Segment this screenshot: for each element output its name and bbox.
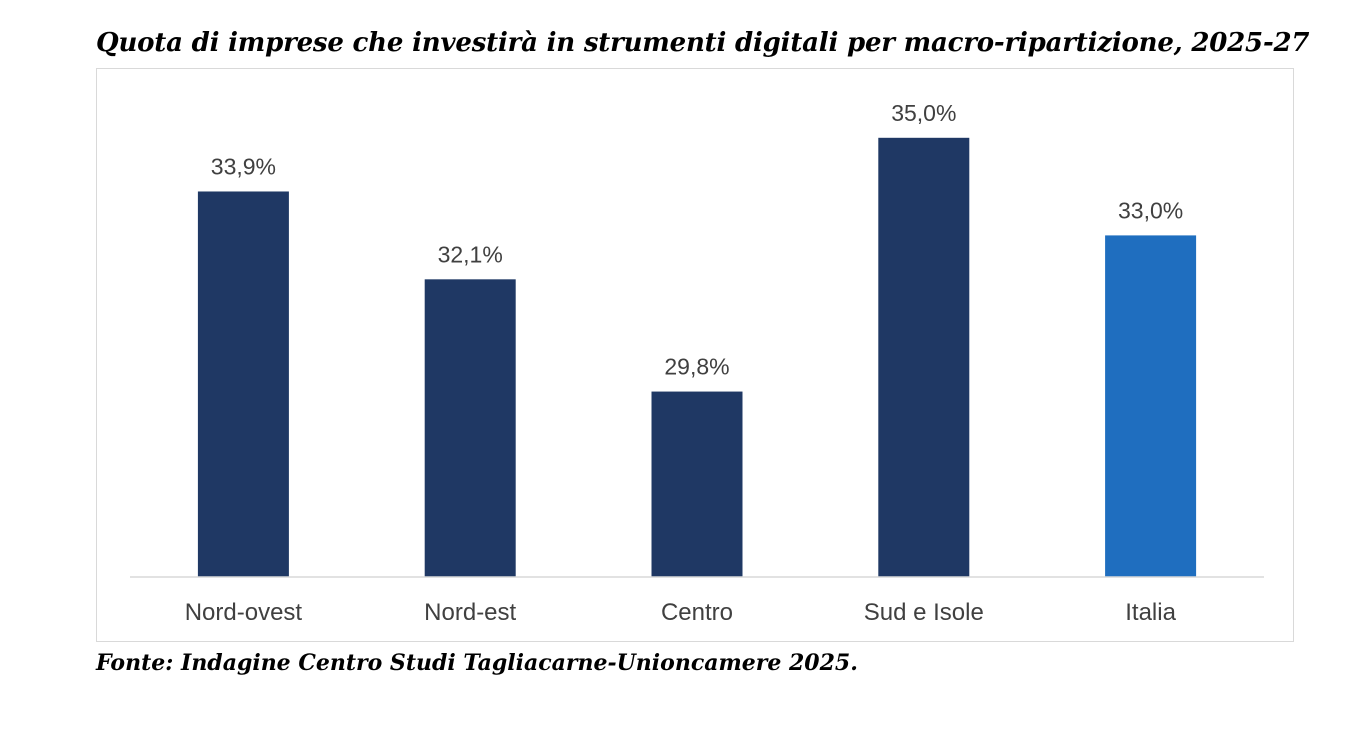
bar-centro bbox=[651, 391, 743, 577]
bar-nord-ovest bbox=[197, 191, 289, 577]
bar-chart: 33,9% Nord-ovest 32,1% Nord-est 29,8% Centro 3… bbox=[130, 100, 1264, 626]
data-label: 29,8% bbox=[664, 354, 729, 380]
category-tick-label: Sud e Isole bbox=[864, 599, 984, 626]
category-tick-label: Nord-est bbox=[424, 599, 516, 626]
labels-layer: 33,9% Nord-ovest 32,1% Nord-est 29,8% Centro 3… bbox=[185, 100, 1183, 626]
chart-area: 33,9% Nord-ovest 32,1% Nord-est 29,8% Centro 3… bbox=[96, 68, 1294, 642]
data-label: 32,1% bbox=[438, 241, 503, 267]
bar-italia bbox=[1105, 235, 1197, 577]
category-tick-label: Nord-ovest bbox=[185, 599, 303, 626]
data-label: 33,0% bbox=[1118, 197, 1183, 223]
chart-title: Quota di imprese che investirà in strume… bbox=[96, 28, 1310, 58]
bars-layer bbox=[197, 137, 1197, 578]
category-tick-label: Italia bbox=[1125, 599, 1176, 626]
bar-sud-e-isole bbox=[878, 137, 970, 578]
bar-nord-est bbox=[424, 279, 516, 577]
category-tick-label: Centro bbox=[661, 599, 733, 626]
data-label: 33,9% bbox=[211, 153, 276, 179]
source-note: Fonte: Indagine Centro Studi Tagliacarne… bbox=[96, 650, 858, 676]
data-label: 35,0% bbox=[891, 100, 956, 126]
